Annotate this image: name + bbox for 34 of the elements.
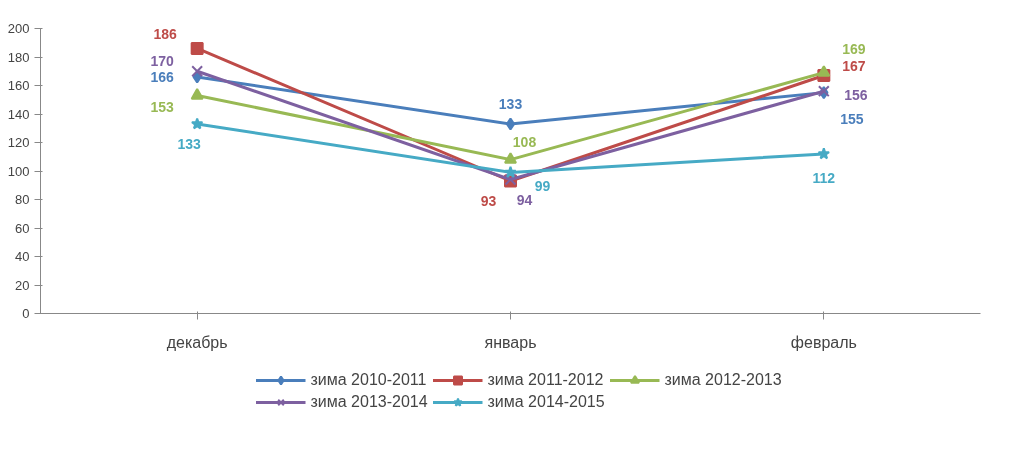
legend-label: зима 2011-2012 [487, 370, 605, 389]
x-tick-label: февраль [790, 333, 857, 351]
y-tick-label: 20 [15, 277, 30, 293]
y-tick-label: 80 [15, 192, 30, 207]
y-tick-label: 140 [7, 106, 30, 122]
y-tick-label: 0 [22, 306, 30, 321]
data-label: 186 [153, 26, 178, 43]
data-label: 155 [840, 110, 864, 127]
y-tick-label: 60 [15, 220, 30, 236]
data-label: 169 [842, 40, 866, 57]
data-label: 93 [480, 192, 497, 209]
data-label: 170 [150, 53, 175, 70]
data-label: 133 [498, 95, 523, 112]
data-label: 112 [812, 169, 836, 186]
y-tick-label: 180 [7, 49, 30, 65]
data-label: 94 [516, 191, 533, 208]
data-label: 156 [844, 87, 868, 104]
data-label: 167 [842, 57, 866, 74]
data-label: 153 [150, 99, 175, 116]
data-label: 99 [534, 178, 551, 195]
x-tick-label: декабрь [166, 333, 228, 351]
legend-label: зима 2013-2014 [310, 392, 429, 411]
y-tick-label: 40 [15, 249, 30, 264]
y-tick-label: 160 [7, 78, 30, 93]
data-label: 108 [512, 133, 537, 150]
y-tick-label: 100 [7, 163, 30, 179]
y-tick-label: 200 [7, 21, 30, 36]
data-label: 133 [177, 135, 202, 152]
legend-label: зима 2010-2011 [310, 370, 428, 389]
legend-label: зима 2014-2015 [487, 392, 606, 411]
x-tick-label: январь [484, 333, 537, 351]
y-tick-label: 120 [7, 135, 30, 150]
data-label: 166 [150, 68, 175, 85]
legend-label: зима 2012-2013 [664, 370, 783, 389]
